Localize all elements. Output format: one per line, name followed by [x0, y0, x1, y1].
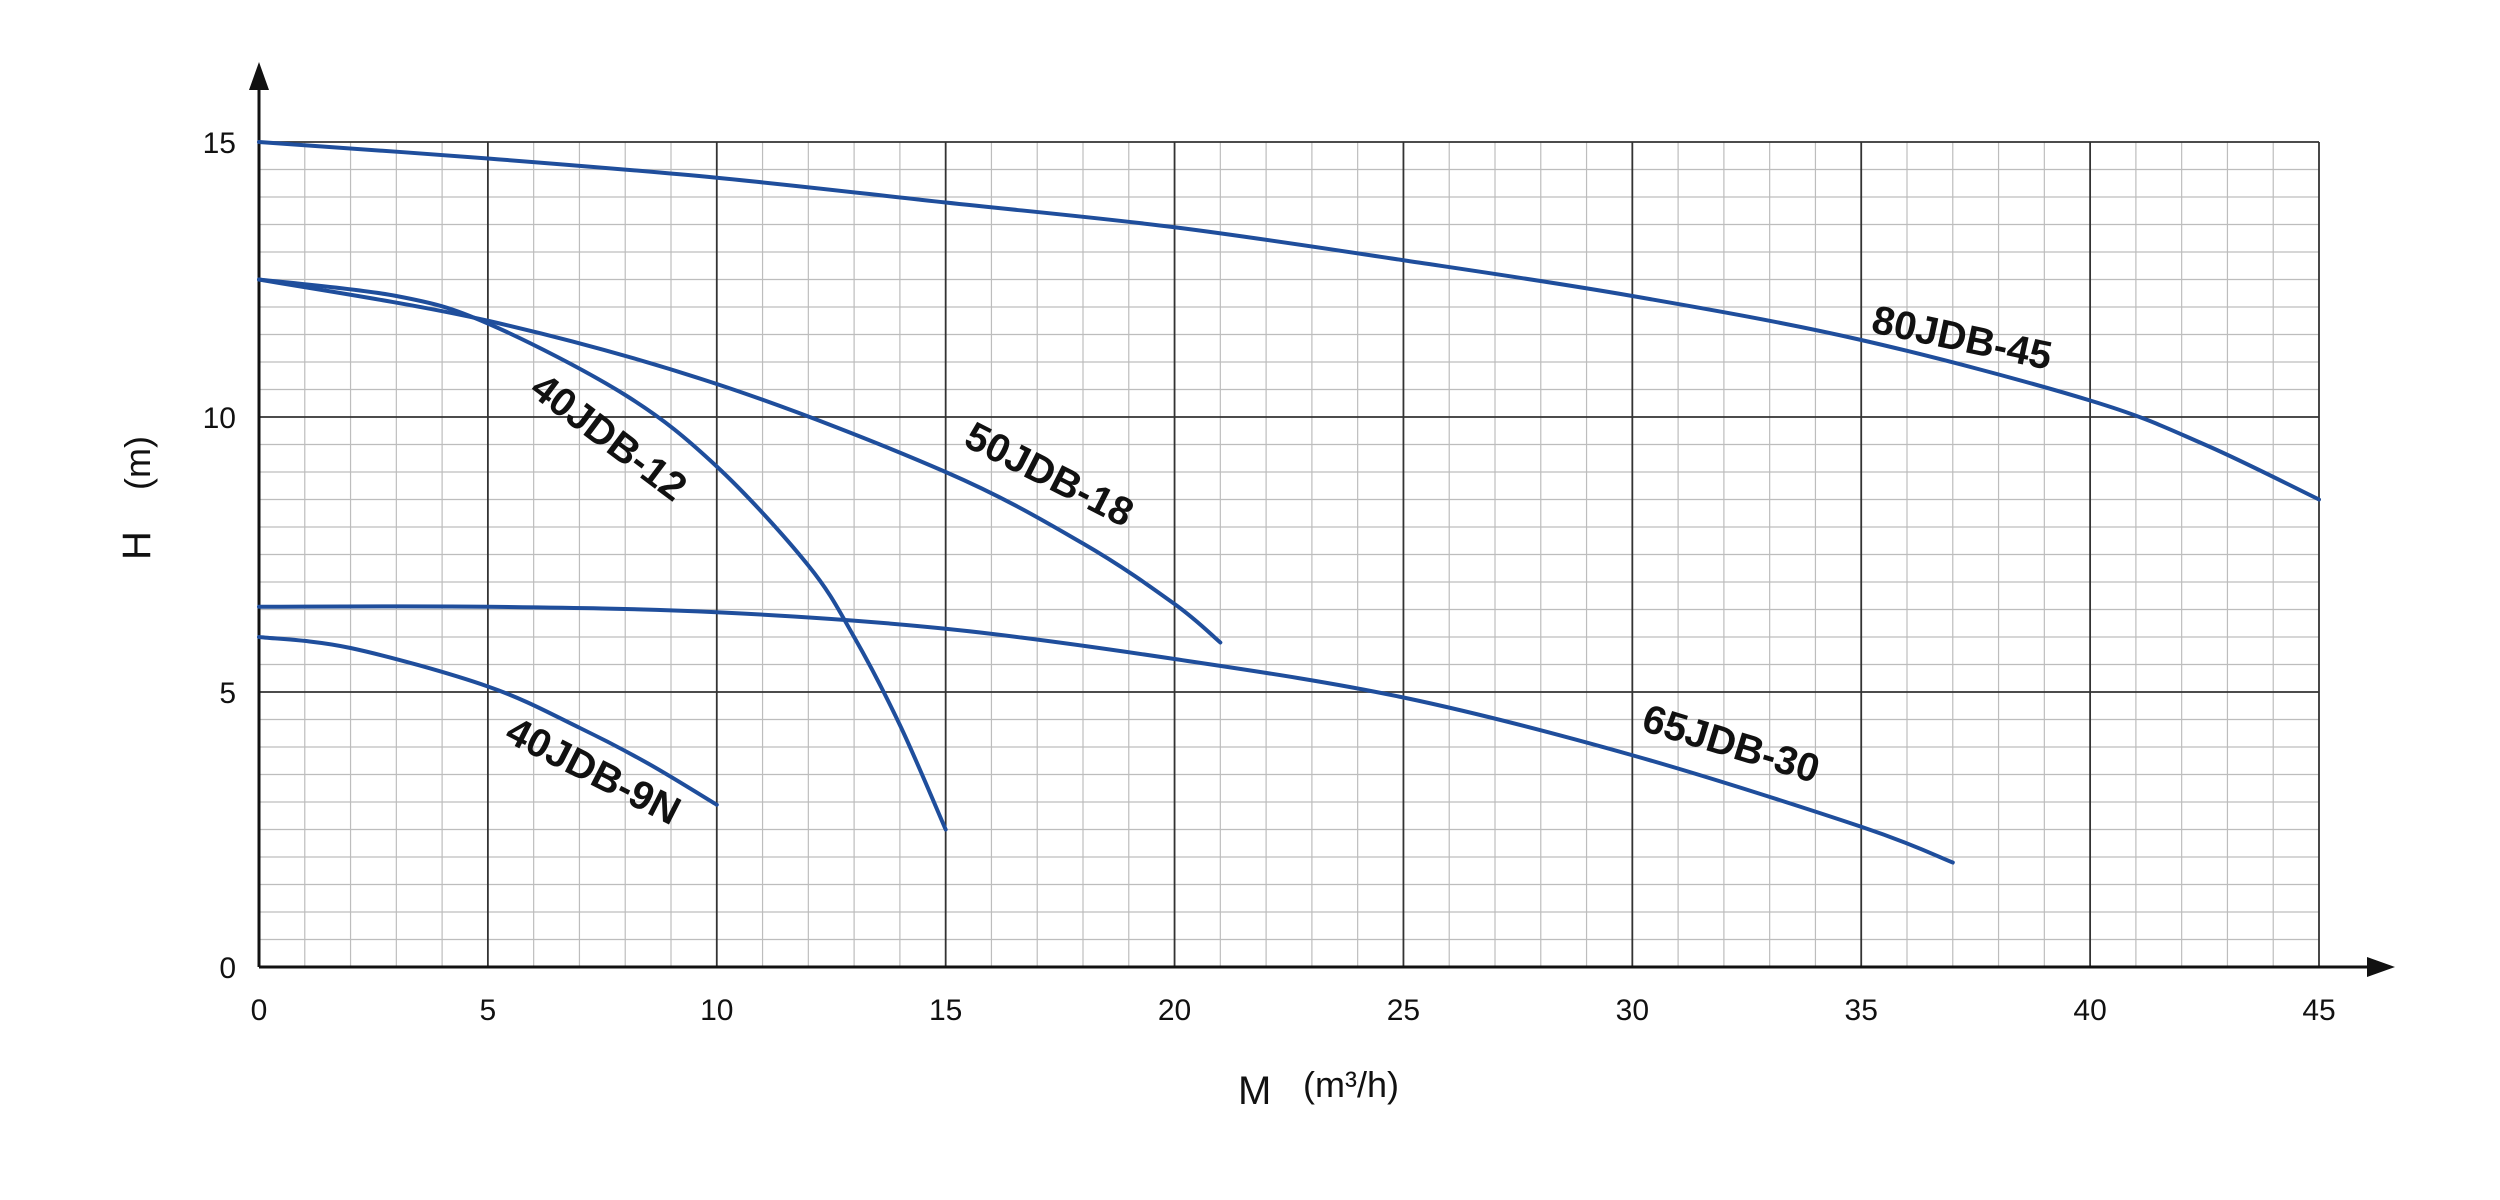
- x-tick-label: 40: [2073, 994, 2106, 1027]
- curve-labels: 80JDB-45 50JDB-18 40JDB-12 65JDB-30 40JD…: [499, 298, 2056, 834]
- x-tick-label: 30: [1616, 994, 1649, 1027]
- x-tick-label: 5: [480, 994, 497, 1027]
- major-grid: [259, 141, 2320, 967]
- curve-label-50jdb-18: 50JDB-18: [958, 414, 1140, 536]
- x-tick-label: 45: [2302, 994, 2335, 1027]
- x-axis-unit: (m³/h): [1303, 1064, 1399, 1105]
- y-tick-label: 15: [203, 127, 236, 160]
- x-tick-label: 35: [1845, 994, 1878, 1027]
- y-axis-unit: (m): [117, 436, 158, 490]
- x-tick-label: 15: [929, 994, 962, 1027]
- x-axis-arrow-icon: [2367, 957, 2395, 977]
- x-tick-label: 10: [700, 994, 733, 1027]
- x-tick-labels: 0 5 10 15 20 25 30 35 40 45: [251, 994, 2336, 1027]
- series-line-40jdb-9n: [257, 635, 719, 807]
- axes: [249, 62, 2395, 977]
- x-tick-label: 25: [1387, 994, 1420, 1027]
- series-curves: [257, 140, 2321, 865]
- series-line-40jdb-12: [257, 277, 948, 832]
- x-tick-label: 0: [251, 994, 268, 1027]
- x-tick-label: 20: [1158, 994, 1191, 1027]
- x-axis-title: M: [1238, 1069, 1271, 1113]
- axis-titles: M (m³/h) H (m): [115, 436, 1399, 1113]
- minor-grid: [259, 142, 2319, 967]
- y-axis-arrow-icon: [249, 62, 269, 90]
- series-line-80jdb-45: [257, 140, 2321, 502]
- series-line-65jdb-30: [257, 604, 1955, 865]
- y-tick-label: 10: [203, 402, 236, 435]
- y-tick-labels: 0 5 10 15: [203, 127, 236, 985]
- y-tick-label: 0: [219, 952, 236, 985]
- y-tick-label: 5: [219, 677, 236, 710]
- y-axis-title: H: [115, 531, 159, 560]
- curve-label-65jdb-30: 65JDB-30: [1637, 697, 1824, 792]
